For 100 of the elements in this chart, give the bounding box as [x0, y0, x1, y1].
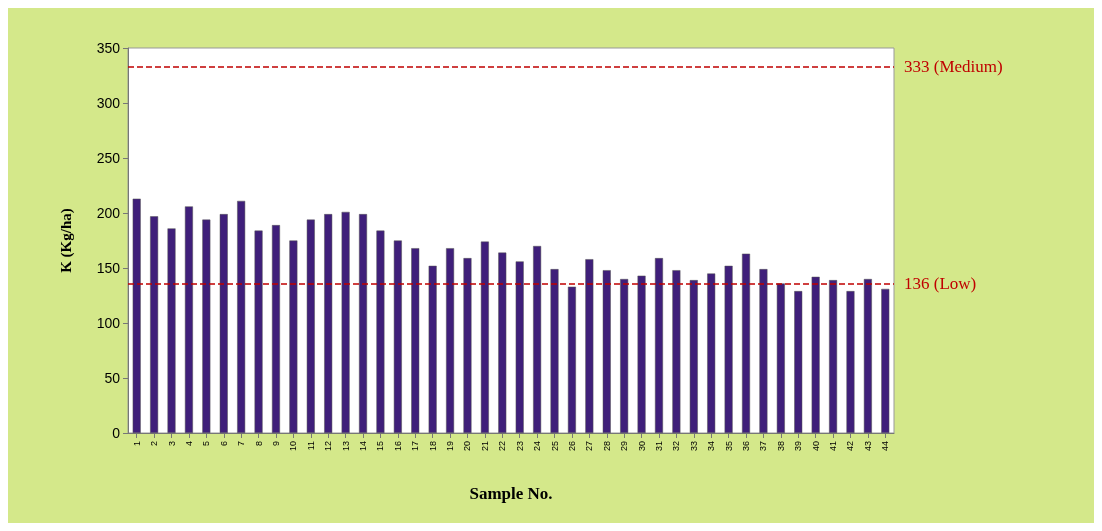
bar: [219, 214, 228, 433]
bar: [306, 219, 315, 433]
x-tick-label: 44: [880, 441, 891, 452]
bar: [376, 230, 385, 433]
x-tick-label: 1: [131, 441, 142, 447]
bar: [829, 280, 838, 433]
bar: [463, 258, 472, 433]
x-tick-label: 27: [584, 441, 595, 452]
x-tick-label: 26: [566, 441, 577, 452]
bar: [324, 214, 333, 433]
bar: [863, 279, 872, 433]
x-tick-label: 8: [253, 441, 264, 447]
bar: [150, 216, 159, 433]
x-tick-label: 9: [270, 441, 281, 447]
x-tick-label: 6: [218, 441, 229, 447]
bar: [359, 214, 368, 433]
x-tick-label: 37: [758, 441, 769, 452]
y-tick-label: 150: [96, 260, 121, 276]
bar: [498, 252, 507, 433]
x-tick-label: 41: [828, 441, 839, 452]
x-tick-label: 23: [514, 441, 525, 452]
ref-line-label: 136 (Low): [904, 273, 977, 293]
bar: [289, 240, 298, 433]
bar: [254, 230, 263, 433]
bar: [184, 206, 193, 433]
x-axis-title: Sample No.: [469, 484, 553, 503]
x-tick-label: 28: [601, 441, 612, 452]
y-tick-label: 100: [96, 315, 121, 331]
bar: [585, 259, 594, 433]
bar: [724, 265, 733, 433]
x-tick-label: 25: [549, 441, 560, 452]
bar: [846, 291, 855, 433]
x-tick-label: 7: [236, 441, 247, 447]
bar: [341, 211, 350, 433]
x-tick-label: 17: [410, 441, 421, 452]
bar: [237, 200, 246, 433]
bar: [707, 273, 716, 433]
x-tick-label: 39: [793, 441, 804, 452]
x-tick-label: 34: [706, 441, 717, 452]
x-tick-label: 36: [741, 441, 752, 452]
y-tick-label: 350: [96, 40, 121, 56]
x-tick-label: 29: [619, 441, 630, 452]
x-tick-label: 38: [775, 441, 786, 452]
x-tick-label: 16: [392, 441, 403, 452]
x-tick-label: 12: [323, 441, 334, 452]
y-tick-label: 300: [96, 95, 121, 111]
bar: [567, 286, 576, 433]
x-tick-label: 40: [810, 441, 821, 452]
bar: [620, 279, 629, 433]
x-tick-label: 35: [723, 441, 734, 452]
x-tick-label: 18: [427, 441, 438, 452]
x-tick-label: 21: [479, 441, 490, 452]
y-tick-label: 50: [104, 370, 121, 386]
bar: [881, 288, 890, 433]
bar: [602, 270, 611, 433]
y-tick-label: 200: [96, 205, 121, 221]
bar: [811, 276, 820, 433]
y-tick-label: 250: [96, 150, 121, 166]
bar: [167, 228, 176, 433]
bar: [672, 270, 681, 433]
x-tick-label: 5: [201, 441, 212, 447]
x-tick-label: 19: [445, 441, 456, 452]
bar: [446, 248, 455, 433]
x-tick-label: 14: [358, 441, 369, 452]
bar: [271, 225, 280, 433]
x-tick-label: 22: [497, 441, 508, 452]
x-tick-label: 24: [532, 441, 543, 452]
bar: [202, 219, 211, 433]
x-tick-label: 10: [288, 441, 299, 452]
x-tick-label: 13: [340, 441, 351, 452]
x-tick-label: 43: [862, 441, 873, 452]
bar: [637, 275, 646, 433]
bar: [742, 253, 751, 433]
x-tick-label: 4: [183, 441, 194, 447]
bar: [393, 240, 402, 433]
bar: [550, 269, 559, 433]
bar: [515, 261, 524, 433]
y-axis-title: K (Kg/ha): [57, 208, 75, 273]
bar: [428, 265, 437, 433]
x-tick-label: 15: [375, 441, 386, 452]
x-tick-label: 20: [462, 441, 473, 452]
bar: [776, 283, 785, 433]
x-tick-label: 3: [166, 441, 177, 447]
bar: [794, 291, 803, 433]
x-tick-label: 33: [688, 441, 699, 452]
x-tick-label: 42: [845, 441, 856, 452]
y-tick-label: 0: [112, 425, 121, 441]
x-tick-label: 31: [653, 441, 664, 452]
x-tick-label: 2: [149, 441, 160, 447]
bar: [132, 198, 141, 433]
bar: [480, 241, 489, 433]
x-tick-label: 11: [305, 441, 316, 451]
ref-line-label: 333 (Medium): [904, 57, 1003, 77]
bar: [689, 280, 698, 433]
x-tick-label: 30: [636, 441, 647, 452]
bar: [533, 246, 542, 433]
bar: [759, 269, 768, 433]
x-tick-label: 32: [671, 441, 682, 452]
bar: [411, 248, 420, 433]
bar: [654, 258, 663, 433]
